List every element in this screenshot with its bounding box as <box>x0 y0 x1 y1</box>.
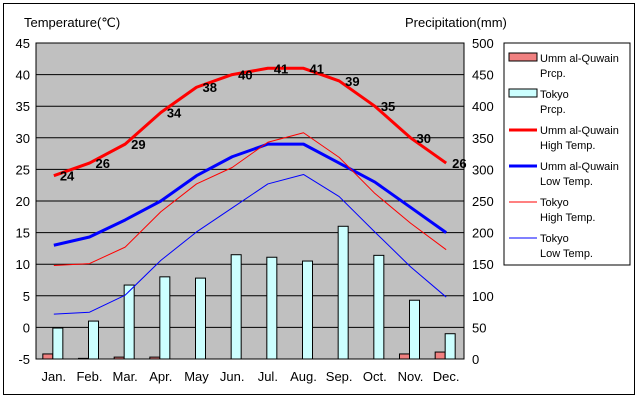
x-tick-label: Jul. <box>258 369 278 384</box>
temperature-line <box>53 132 447 266</box>
data-label: 41 <box>274 61 288 76</box>
legend-box <box>503 42 631 266</box>
precip-bar <box>373 254 385 360</box>
precip-bar <box>409 299 420 360</box>
data-label: 39 <box>345 74 359 89</box>
precip-bar <box>399 353 410 360</box>
precip-bar <box>159 276 171 360</box>
y-right-tick-label: 150 <box>472 257 494 272</box>
y-right-tick-label: 350 <box>472 131 494 146</box>
legend-label: Tokyo <box>540 89 569 101</box>
data-label: 30 <box>417 131 431 146</box>
data-label: 38 <box>203 80 217 95</box>
precip-bar <box>78 357 89 360</box>
y-left-tick-label: 40 <box>16 68 30 83</box>
data-label: 34 <box>167 106 182 121</box>
x-tick-label: Sep. <box>326 369 353 384</box>
legend-label: Prcp. <box>540 104 566 116</box>
precip-bar <box>149 356 161 360</box>
x-tick-label: Feb. <box>76 369 102 384</box>
precip-bar <box>434 351 446 360</box>
y-axis-left-title: Temperature(℃) <box>24 15 120 30</box>
x-tick-label: Jan. <box>42 369 67 384</box>
x-tick-label: Apr. <box>149 369 172 384</box>
legend-label: Umm al-Quwain <box>540 53 619 65</box>
temperature-line <box>53 142 448 247</box>
y-right-tick-label: 400 <box>472 99 494 114</box>
legend-label: Umm al-Quwain <box>540 161 619 173</box>
y-axis-right-title: Precipitation(mm) <box>405 15 507 30</box>
data-label: 26 <box>452 156 466 171</box>
y-right-tick-label: 50 <box>472 320 486 335</box>
data-label: 35 <box>381 99 395 114</box>
data-label: 41 <box>310 61 324 76</box>
y-left-tick-label: 20 <box>16 194 30 209</box>
y-right-tick-label: 0 <box>472 352 479 367</box>
y-right-tick-label: 450 <box>472 68 494 83</box>
legend-label: Umm al-Quwain <box>540 125 619 137</box>
precip-bar <box>88 320 99 360</box>
x-tick-label: Nov. <box>398 369 424 384</box>
y-right-tick-label: 300 <box>472 162 494 177</box>
precip-bar <box>444 333 456 360</box>
y-right-tick-label: 250 <box>472 194 494 209</box>
y-left-tick-label: -5 <box>18 352 30 367</box>
y-left-tick-label: 30 <box>16 131 30 146</box>
chart-frame <box>3 3 635 395</box>
y-right-tick-label: 500 <box>472 36 494 51</box>
y-right-tick-label: 100 <box>472 289 494 304</box>
y-left-tick-label: 25 <box>16 162 30 177</box>
precip-bar <box>52 327 64 360</box>
y-right-tick-label: 200 <box>472 226 494 241</box>
legend-label: High Temp. <box>540 140 595 152</box>
legend-swatch <box>508 52 538 62</box>
x-tick-label: Aug. <box>290 369 317 384</box>
x-tick-label: Mar. <box>113 369 138 384</box>
data-label: 40 <box>238 68 252 83</box>
legend-label: Low Temp. <box>540 248 593 260</box>
precip-bar <box>113 356 125 360</box>
precip-bar <box>337 225 349 360</box>
x-tick-label: Jun. <box>220 369 245 384</box>
temperature-line <box>53 66 448 178</box>
y-left-tick-label: 5 <box>23 289 30 304</box>
legend-label: Tokyo <box>540 197 569 209</box>
legend-swatch <box>508 88 538 98</box>
legend-label: Low Temp. <box>540 176 593 188</box>
y-left-tick-label: 45 <box>16 36 30 51</box>
precip-bar <box>123 284 135 360</box>
y-left-tick-label: 10 <box>16 257 30 272</box>
precip-bar <box>195 277 206 360</box>
x-tick-label: Dec. <box>433 369 460 384</box>
y-left-tick-label: 15 <box>16 226 30 241</box>
legend-label: Prcp. <box>540 68 566 80</box>
precip-bar <box>302 260 313 360</box>
precip-bar <box>266 256 278 360</box>
x-tick-label: Oct. <box>363 369 387 384</box>
legend-label: Tokyo <box>540 233 569 245</box>
temperature-line <box>53 173 447 315</box>
x-tick-label: May <box>184 369 209 384</box>
data-label: 29 <box>131 137 145 152</box>
y-left-tick-label: 35 <box>16 99 30 114</box>
data-label: 24 <box>60 169 75 184</box>
data-label: 26 <box>96 156 110 171</box>
legend-label: High Temp. <box>540 212 595 224</box>
precip-bar <box>230 254 242 360</box>
y-left-tick-label: 0 <box>23 320 30 335</box>
precip-bar <box>42 353 54 360</box>
